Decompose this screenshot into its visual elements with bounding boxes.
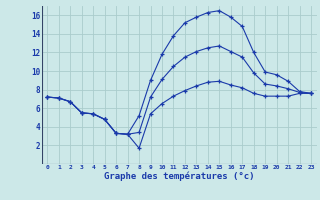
X-axis label: Graphe des températures (°c): Graphe des températures (°c) xyxy=(104,172,254,181)
